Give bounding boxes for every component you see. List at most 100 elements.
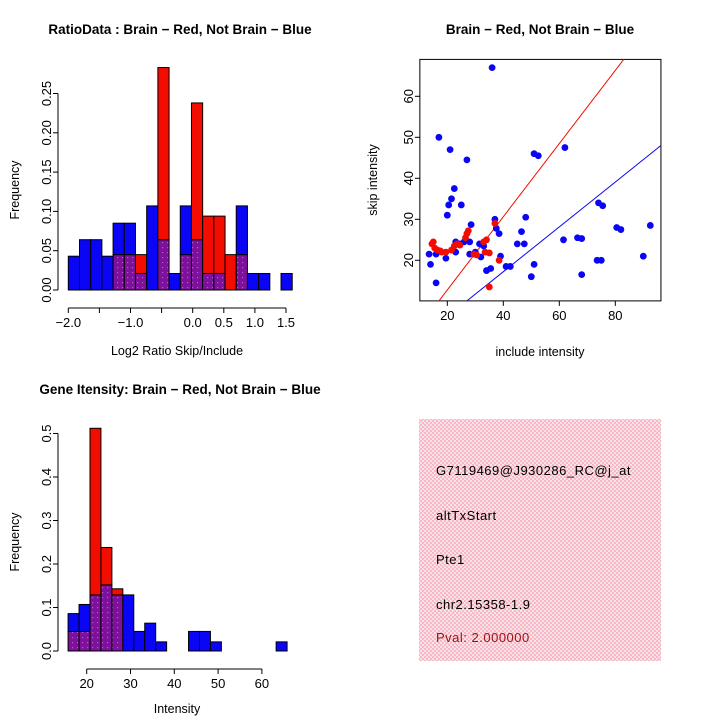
x-tick-label: 60 — [255, 676, 269, 691]
ratio-histogram-ylabel: Frequency — [8, 160, 22, 220]
hist-bar-segment-purple — [67, 630, 80, 652]
scatter-point-blue — [448, 195, 455, 203]
info-line-gene-name: Pte1 — [436, 552, 465, 567]
y-tick-label: 0.00 — [39, 277, 54, 302]
info-line-locus: chr2.15358-1.9 — [436, 597, 531, 612]
y-tick-label: 0.5 — [39, 424, 54, 442]
x-tick-label: 80 — [608, 308, 622, 323]
y-tick-label: 40 — [401, 171, 416, 185]
intensity-scatter-ylabel: skip intensity — [366, 144, 380, 216]
hist-bar-segment-purple — [89, 594, 102, 652]
scatter-point-blue — [435, 133, 443, 141]
hist-bar-segment-blue — [123, 222, 136, 256]
hist-bar-segment-purple — [157, 239, 170, 291]
hist-bar-segment-blue — [90, 239, 103, 291]
scatter-point-blue — [597, 256, 605, 264]
y-tick-label: 0.20 — [39, 120, 54, 145]
scatter-point-blue — [578, 235, 586, 242]
scatter-point-red — [485, 283, 493, 291]
info-line-pval: Pval: 2.000000 — [436, 630, 530, 645]
scatter-point-blue — [506, 263, 514, 270]
scatter-point-blue — [463, 156, 471, 164]
y-tick-label: 0.4 — [39, 468, 54, 486]
scatter-point-red — [442, 248, 450, 256]
hist-bar-segment-purple — [190, 239, 204, 291]
y-tick-label: 20 — [401, 253, 416, 267]
y-tick-label: 30 — [401, 212, 416, 226]
y-tick-label: 50 — [401, 130, 416, 144]
hist-bar-segment-blue — [275, 641, 288, 652]
scatter-point-blue — [446, 146, 454, 154]
hist-bar-segment-blue — [235, 205, 248, 256]
info-line-probe-id: G7119469@J930286_RC@j_at — [436, 463, 631, 478]
scatter-point-red — [483, 236, 490, 244]
x-tick-label: 40 — [496, 308, 510, 323]
x-tick-label: 20 — [79, 676, 93, 691]
y-tick-label: 0.10 — [39, 199, 54, 224]
hist-bar-segment-purple — [112, 254, 125, 291]
gene-intensity-histogram-ylabel: Frequency — [8, 512, 22, 572]
hist-bar-segment-purple — [213, 272, 226, 291]
scatter-point-blue — [443, 211, 451, 219]
x-tick-label: 1.5 — [277, 315, 295, 330]
x-tick-label: −2.0 — [55, 315, 81, 330]
scatter-point-blue — [432, 279, 440, 287]
hist-bar-segment-blue — [155, 641, 168, 652]
x-tick-label: −1.0 — [118, 315, 144, 330]
hist-bar-segment-purple — [123, 254, 136, 291]
x-tick-label: 0.0 — [184, 315, 202, 330]
scatter-point-blue — [467, 221, 475, 229]
scatter-point-blue — [560, 236, 567, 244]
ratio-histogram-title: RatioData : Brain − Red, Not Brain − Blu… — [48, 22, 312, 37]
hist-bar-segment-red — [202, 215, 215, 274]
hist-bar-segment-blue — [67, 613, 80, 632]
gene-intensity-histogram-plot: 0.0 0.1 0.2 0.3 0.4 0.5 20 30 40 50 60 — [39, 424, 288, 691]
hist-bar-segment-blue — [112, 222, 125, 256]
hist-bar-segment-red — [190, 102, 204, 241]
hist-bar-segment-blue — [198, 630, 211, 652]
gene-intensity-histogram-title: Gene Itensity: Brain − Red, Not Brain − … — [39, 382, 321, 397]
scatter-point-blue — [578, 271, 586, 279]
hist-bar-segment-blue — [258, 272, 271, 291]
scatter-point-red — [473, 251, 481, 259]
gene-intensity-histogram-xlabel: Intensity — [153, 702, 201, 716]
scatter-point-red — [464, 227, 472, 235]
scatter-point-blue — [457, 201, 465, 209]
scatter-point-blue — [495, 230, 503, 238]
intensity-scatter-title: Brain − Red, Not Brain − Blue — [445, 22, 635, 37]
scatter-point-blue — [450, 185, 458, 192]
scatter-point-blue — [520, 240, 528, 248]
hist-bar-segment-blue — [101, 255, 114, 291]
hist-bar-segment-purple — [78, 630, 91, 652]
hist-bar-segment-blue — [78, 603, 91, 632]
scatter-point-red — [429, 238, 437, 246]
y-tick-label: 0.3 — [39, 511, 54, 529]
hist-bar-segment-blue — [146, 205, 159, 291]
hist-bar-segment-red — [100, 546, 113, 586]
y-tick-label: 0.05 — [39, 238, 54, 263]
hist-bar-segment-blue — [280, 272, 293, 291]
hist-bar-segment-purple — [179, 254, 192, 291]
hist-bar-segment-red — [89, 427, 102, 596]
scatter-point-blue — [561, 144, 569, 151]
scatter-point-red — [456, 241, 464, 249]
scatter-point-blue — [445, 201, 453, 209]
x-tick-label: 1.0 — [246, 315, 264, 330]
hist-bar-segment-blue — [67, 255, 80, 291]
ratio-histogram-xlabel: Log2 Ratio Skip/Include — [110, 344, 244, 358]
plot-box — [419, 58, 662, 302]
hist-bar-segment-blue — [209, 641, 222, 652]
scatter-point-blue — [646, 222, 654, 229]
scatter-point-red — [495, 256, 503, 264]
ratio-histogram-plot: 0.00 0.05 0.10 0.15 0.20 0.25 −2.0 −1.0 0.0 0.5 1.… — [39, 67, 295, 330]
x-tick-label: 60 — [552, 308, 566, 323]
y-tick-label: 0.25 — [39, 81, 54, 106]
x-tick-label: 40 — [167, 676, 181, 691]
notbrain-fit-line — [466, 145, 662, 302]
hist-bar-segment-purple — [202, 272, 215, 291]
x-tick-label: 0.5 — [215, 315, 233, 330]
gene-info-panel: G7119469@J930286_RC@j_at altTxStart Pte1… — [419, 419, 661, 661]
hist-bar-segment-red — [111, 588, 124, 596]
hist-bar-segment-blue — [144, 622, 157, 652]
